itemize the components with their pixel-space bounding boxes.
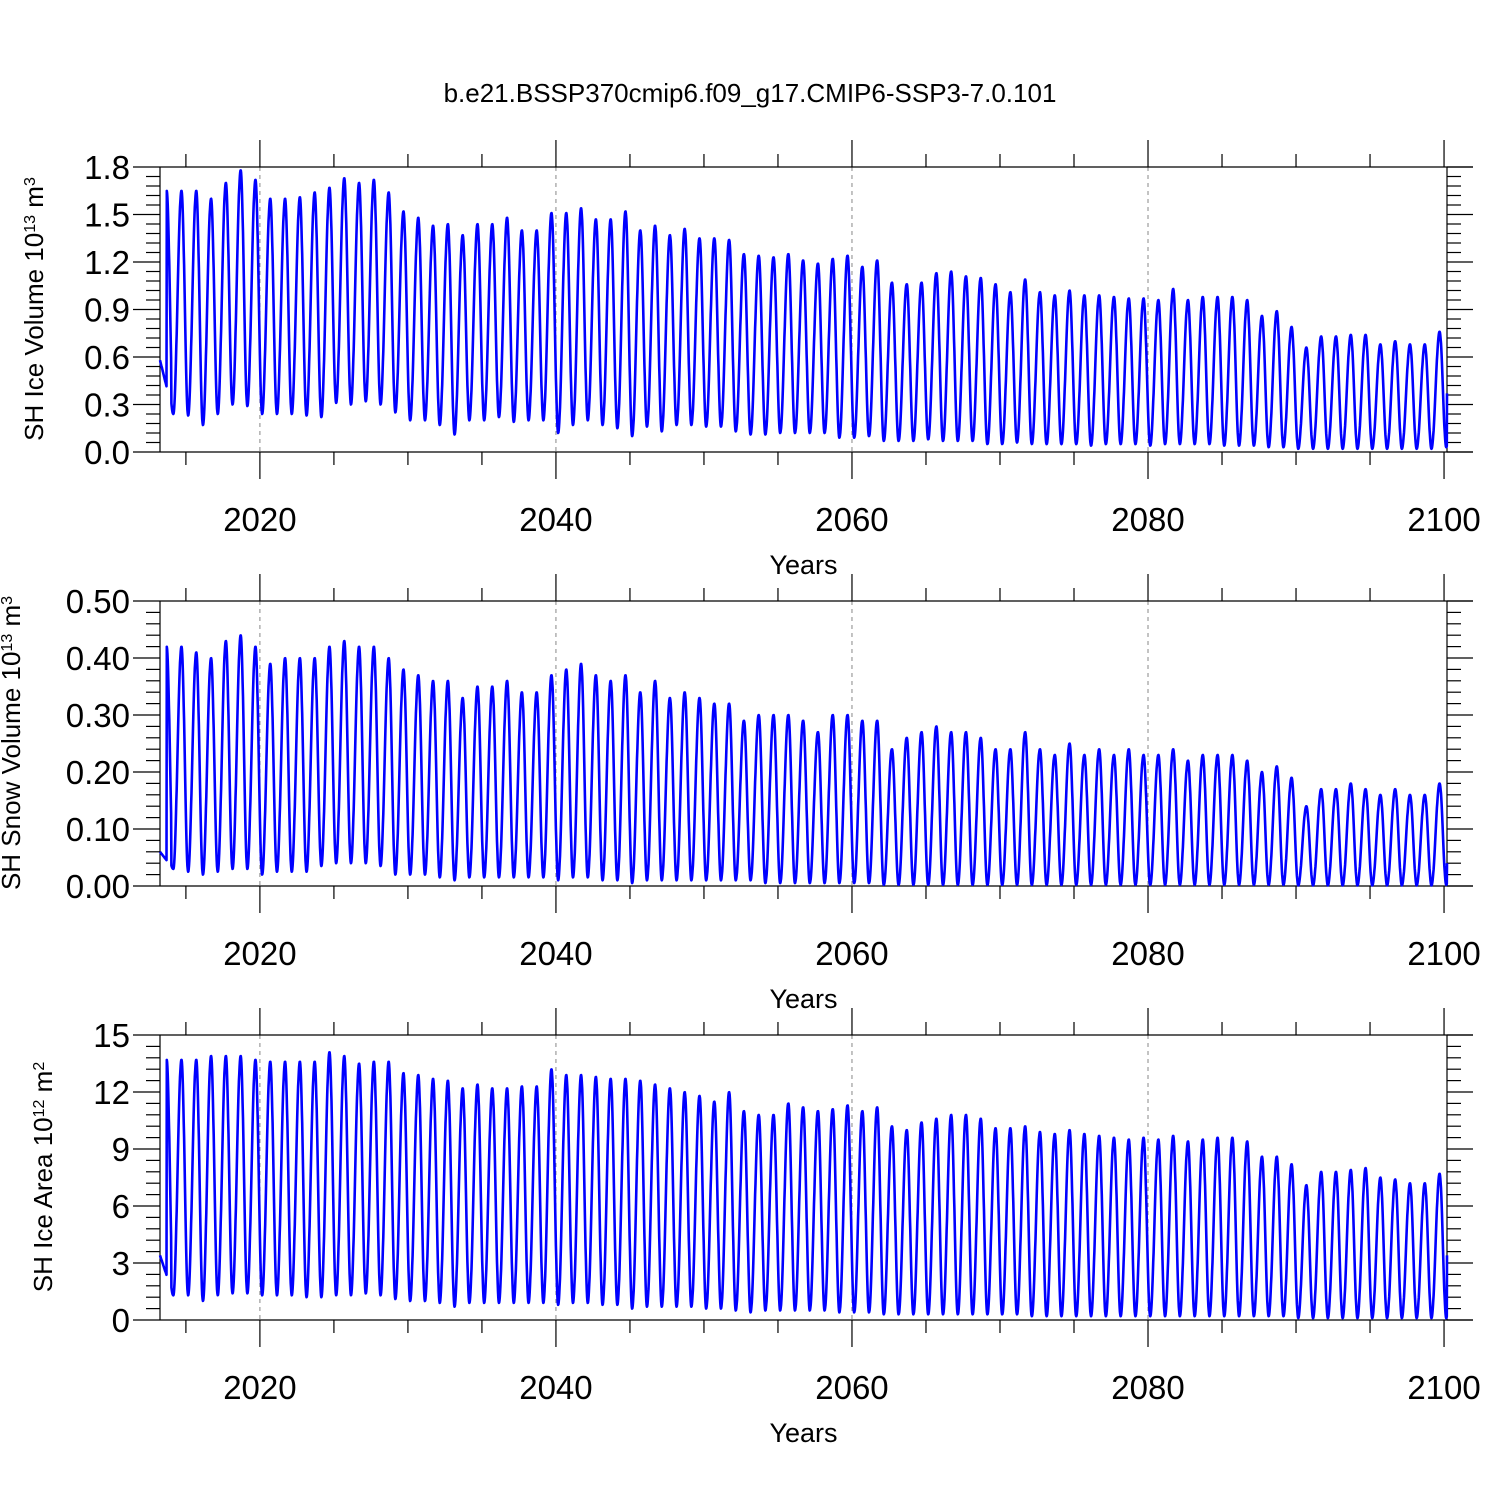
- y-axis-label-text: m: [0, 605, 26, 634]
- series-line-sh-ice-area: [158, 1051, 1449, 1320]
- y-tick-label: 0.40: [66, 640, 130, 677]
- x-tick-label: 2040: [519, 501, 592, 538]
- x-axis-label: Years: [769, 550, 837, 580]
- y-axis-label-superscript: 3: [0, 596, 16, 605]
- y-tick-label: 9: [112, 1131, 130, 1168]
- y-tick-label: 0.50: [66, 583, 130, 620]
- x-tick-label: 2040: [519, 935, 592, 972]
- series-line-sh-snow-volume: [158, 634, 1449, 887]
- y-tick-label: 0.9: [84, 292, 130, 329]
- y-axis-label-superscript: 13: [22, 215, 39, 233]
- y-tick-label: 0.10: [66, 811, 130, 848]
- x-tick-label: 2100: [1407, 1369, 1480, 1406]
- y-axis-label-superscript: 13: [0, 634, 16, 652]
- y-tick-label: 6: [112, 1188, 130, 1225]
- y-axis-label-superscript: 2: [31, 1062, 48, 1071]
- x-tick-label: 2080: [1111, 935, 1184, 972]
- x-tick-label: 2020: [223, 501, 296, 538]
- x-tick-label: 2020: [223, 935, 296, 972]
- y-tick-label: 1.8: [84, 149, 130, 186]
- y-tick-label: 0.00: [66, 868, 130, 905]
- y-tick-label: 15: [93, 1017, 130, 1054]
- y-axis-label-text: SH Snow Volume 10: [0, 652, 26, 890]
- y-axis-label: SH Ice Volume 1013 m3: [19, 177, 49, 441]
- x-tick-label: 2080: [1111, 501, 1184, 538]
- x-tick-label: 2060: [815, 1369, 888, 1406]
- y-axis-label: SH Snow Volume 1013 m3: [0, 596, 26, 890]
- y-axis-label-text: SH Ice Volume 10: [19, 233, 49, 441]
- x-axis-label: Years: [769, 1418, 837, 1448]
- panel-3: 0 3 6 9 12 15 2020 2040 2060 2080 2100 Years SH Ice …: [28, 1008, 1481, 1448]
- y-tick-label: 0.20: [66, 754, 130, 791]
- panel-1: 0.0 0.3 0.6 0.9 1.2 1.5 1.8 2020 2040 2060 2080 210…: [19, 140, 1481, 580]
- y-tick-label: 0.3: [84, 387, 130, 424]
- y-axis-label-superscript: 12: [31, 1099, 48, 1117]
- y-tick-label: 3: [112, 1245, 130, 1282]
- y-tick-label: 1.2: [84, 244, 130, 281]
- x-tick-label: 2020: [223, 1369, 296, 1406]
- x-tick-label: 2040: [519, 1369, 592, 1406]
- y-axis-label-text: m: [28, 1071, 58, 1100]
- y-tick-label: 12: [93, 1074, 130, 1111]
- y-tick-label: 0.6: [84, 339, 130, 376]
- figure-title: b.e21.BSSP370cmip6.f09_g17.CMIP6-SSP3-7.…: [444, 78, 1057, 108]
- y-axis-label: SH Ice Area 1012 m2: [28, 1062, 58, 1293]
- y-axis-label-text: m: [19, 186, 49, 215]
- panels: 0.0 0.3 0.6 0.9 1.2 1.5 1.8 2020 2040 2060 2080 210…: [0, 140, 1481, 1448]
- y-axis-label-text: SH Ice Area 10: [28, 1117, 58, 1292]
- x-tick-label: 2060: [815, 935, 888, 972]
- y-tick-label: 0.0: [84, 434, 130, 471]
- y-axis-label-superscript: 3: [22, 177, 39, 186]
- y-tick-label: 1.5: [84, 197, 130, 234]
- x-axis-label: Years: [769, 984, 837, 1014]
- x-tick-label: 2080: [1111, 1369, 1184, 1406]
- y-tick-label: 0: [112, 1302, 130, 1339]
- y-tick-label: 0.30: [66, 697, 130, 734]
- x-tick-label: 2060: [815, 501, 888, 538]
- x-tick-label: 2100: [1407, 501, 1480, 538]
- panel-2: 0.00 0.10 0.20 0.30 0.40 0.50 2020 2040 2060 2080…: [0, 574, 1481, 1014]
- series-line-sh-ice-volume: [158, 169, 1449, 451]
- x-tick-label: 2100: [1407, 935, 1480, 972]
